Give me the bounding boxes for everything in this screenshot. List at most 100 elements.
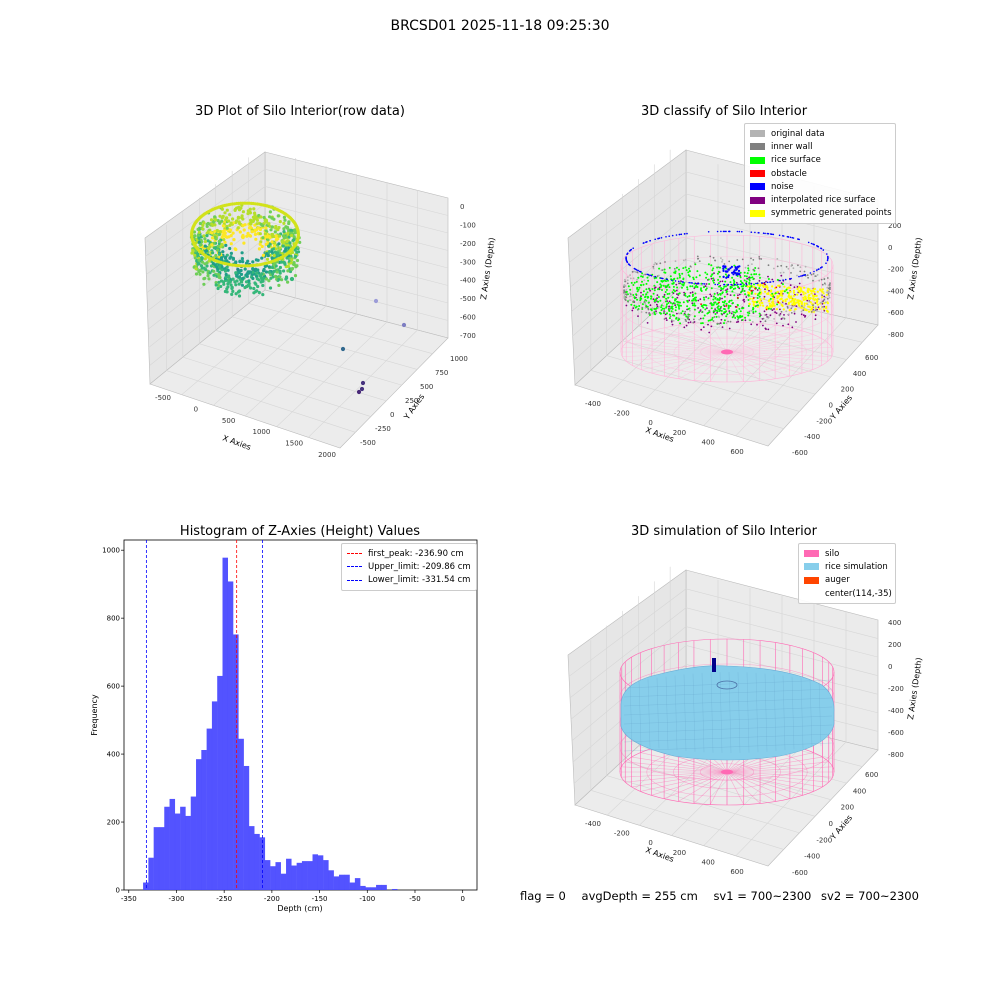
- rice-surface-point: [729, 281, 732, 284]
- rice-surface-point: [668, 286, 671, 289]
- data-point: [210, 243, 214, 247]
- rice-surface-point: [731, 290, 734, 293]
- symmetric-point: [779, 290, 782, 293]
- symmetric-point: [809, 297, 812, 300]
- interpolated-point: [783, 314, 785, 316]
- grid-line: [703, 733, 815, 846]
- noise-point: [694, 282, 697, 285]
- noise-point: [690, 282, 692, 284]
- data-point: [270, 250, 274, 254]
- data-point: [270, 225, 274, 229]
- symmetric-point: [821, 288, 825, 291]
- noise-point: [827, 255, 829, 258]
- rice-surface-point: [783, 290, 786, 293]
- interpolated-point: [780, 318, 783, 320]
- noise-point: [800, 275, 802, 277]
- rice-surface-point: [668, 292, 671, 295]
- data-point: [295, 264, 299, 268]
- surface-dip: [716, 680, 738, 690]
- symmetric-point: [770, 294, 773, 298]
- rice-surface-point: [665, 303, 668, 306]
- wall-point: [657, 307, 660, 309]
- x-tick-label: -200: [264, 895, 280, 903]
- data-point: [283, 218, 287, 222]
- symmetric-point: [807, 294, 810, 297]
- wall-point: [697, 257, 699, 260]
- outlier-point: [360, 380, 366, 386]
- rice-surface-point: [654, 308, 657, 310]
- symmetric-point: [776, 297, 779, 300]
- legend-line-swatch: [347, 553, 362, 555]
- rice-surface-point: [740, 291, 742, 294]
- rice-surface-point: [728, 301, 731, 303]
- data-point: [274, 264, 278, 268]
- grid-line: [735, 741, 847, 857]
- symmetric-point: [821, 296, 824, 299]
- tick-label: 200: [673, 429, 686, 437]
- symmetric-point: [762, 304, 765, 307]
- wall-point: [796, 274, 798, 277]
- rice-mesh-line: [764, 673, 768, 752]
- data-point: [224, 255, 228, 259]
- noise-point: [732, 270, 735, 274]
- data-point: [260, 272, 264, 276]
- rice-surface-point: [676, 303, 679, 306]
- wall-point: [713, 316, 716, 318]
- noise-point: [625, 256, 627, 258]
- histogram-bar: [291, 865, 297, 890]
- histogram-bar: [344, 874, 350, 890]
- interpolated-point: [697, 299, 700, 302]
- y-tick-label: 400: [107, 751, 120, 759]
- legend-entry-0: first_peak: -236.90 cm: [347, 547, 471, 560]
- data-point: [227, 235, 231, 239]
- noise-point: [772, 280, 775, 283]
- rice-surface-point: [676, 286, 679, 289]
- rice-mesh-line: [782, 675, 786, 751]
- rice-surface-point: [730, 286, 733, 289]
- obstacle-point: [754, 287, 757, 290]
- interpolated-point: [719, 322, 722, 324]
- wall-point: [747, 264, 750, 267]
- data-point: [243, 285, 247, 290]
- silo-ring: [700, 344, 754, 360]
- rice-surface-point: [646, 296, 649, 299]
- histogram-bar: [158, 827, 165, 890]
- data-point: [293, 248, 297, 252]
- interpolated-point: [705, 296, 707, 298]
- data-point: [262, 215, 266, 220]
- legend-swatch: [804, 590, 819, 597]
- noise-point: [675, 234, 678, 236]
- legend-line-swatch: [347, 579, 362, 581]
- rice-surface-point: [700, 282, 703, 285]
- tick-label: -700: [460, 332, 476, 340]
- rice-surface-point: [672, 289, 675, 291]
- histogram-bar: [296, 862, 303, 890]
- rice-surface-point: [750, 285, 753, 288]
- rice-surface-point: [747, 299, 750, 301]
- rice-surface-point: [658, 311, 661, 314]
- wall-point: [624, 285, 627, 287]
- noise-point: [625, 258, 627, 260]
- symmetric-point: [804, 297, 808, 300]
- wall-point: [718, 316, 720, 319]
- interpolated-point: [656, 305, 659, 308]
- tick-label: -200: [460, 240, 476, 248]
- auger-marker: [712, 658, 716, 672]
- wall-point: [751, 321, 754, 323]
- grid-line: [244, 313, 357, 417]
- rice-surface-point: [741, 281, 744, 284]
- rice-surface-point: [635, 280, 638, 283]
- data-point: [197, 258, 201, 262]
- grid-line: [571, 215, 879, 312]
- wall-point: [808, 301, 811, 303]
- rice-surface-point: [667, 296, 670, 299]
- raw-plot-title: 3D Plot of Silo Interior(row data): [195, 104, 405, 119]
- rice-surface-point: [746, 272, 749, 275]
- outlier-point: [289, 276, 295, 282]
- data-point: [278, 265, 282, 270]
- wall-point: [828, 294, 830, 297]
- rice-surface-point: [677, 306, 680, 308]
- wall-point: [623, 297, 626, 299]
- wall-point: [688, 314, 691, 317]
- symmetric-point: [811, 305, 814, 308]
